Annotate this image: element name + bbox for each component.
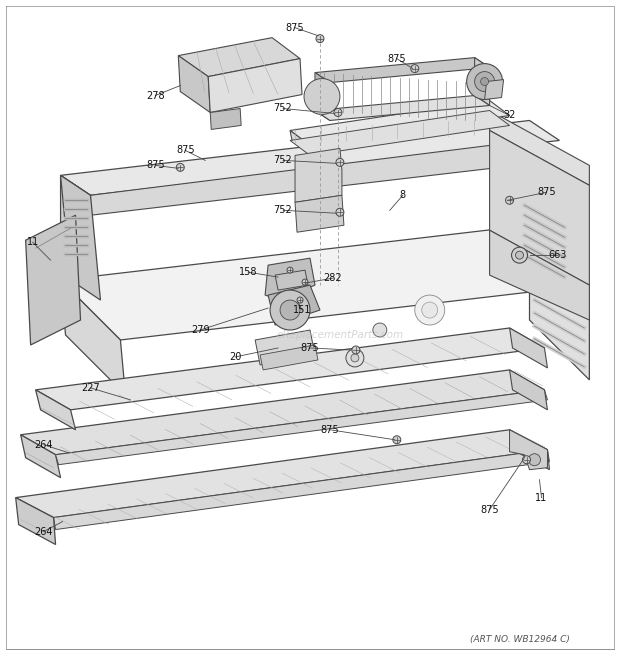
Circle shape [304, 79, 340, 114]
Polygon shape [20, 370, 544, 455]
Circle shape [505, 196, 513, 204]
Text: 875: 875 [301, 343, 319, 353]
Polygon shape [179, 38, 300, 77]
Circle shape [336, 208, 344, 216]
Polygon shape [290, 130, 312, 155]
Polygon shape [275, 270, 308, 290]
Polygon shape [16, 498, 56, 545]
Text: 11: 11 [27, 237, 38, 247]
Polygon shape [61, 175, 91, 275]
Text: 20: 20 [229, 352, 241, 362]
Polygon shape [91, 140, 559, 215]
Polygon shape [295, 149, 342, 202]
Text: 663: 663 [548, 250, 567, 260]
Circle shape [516, 251, 523, 259]
Circle shape [480, 77, 489, 85]
Polygon shape [490, 230, 590, 320]
Text: 279: 279 [191, 325, 210, 335]
Polygon shape [61, 280, 125, 395]
Text: 32: 32 [503, 110, 516, 120]
Circle shape [287, 267, 293, 273]
Circle shape [422, 302, 438, 318]
Polygon shape [260, 345, 318, 370]
Circle shape [346, 349, 364, 367]
Text: 752: 752 [273, 206, 293, 215]
Polygon shape [268, 285, 320, 325]
Circle shape [512, 247, 528, 263]
Text: 282: 282 [324, 273, 342, 283]
Circle shape [176, 163, 184, 171]
Polygon shape [35, 328, 544, 410]
Circle shape [411, 65, 418, 73]
Text: 875: 875 [286, 22, 304, 32]
Text: 875: 875 [321, 425, 339, 435]
Circle shape [475, 71, 495, 91]
Text: eReplacementParts.com: eReplacementParts.com [277, 330, 404, 340]
Text: 151: 151 [293, 305, 311, 315]
Polygon shape [475, 58, 490, 106]
Circle shape [336, 159, 344, 167]
Polygon shape [529, 225, 590, 380]
Circle shape [352, 346, 360, 354]
Polygon shape [315, 58, 490, 83]
Polygon shape [255, 330, 315, 365]
Polygon shape [53, 449, 549, 529]
Polygon shape [295, 195, 344, 232]
Polygon shape [315, 96, 490, 120]
Polygon shape [315, 73, 330, 120]
Text: 8: 8 [400, 190, 406, 200]
Text: 752: 752 [273, 155, 293, 165]
Text: 875: 875 [480, 504, 499, 515]
Text: 158: 158 [239, 267, 257, 277]
Polygon shape [16, 430, 547, 518]
Text: 264: 264 [34, 527, 53, 537]
Circle shape [415, 295, 445, 325]
Text: 264: 264 [34, 440, 53, 449]
Polygon shape [35, 390, 76, 430]
Circle shape [316, 34, 324, 43]
Polygon shape [61, 225, 590, 340]
Circle shape [467, 63, 503, 100]
Circle shape [270, 290, 310, 330]
Polygon shape [510, 328, 547, 368]
Polygon shape [210, 108, 241, 130]
Polygon shape [490, 130, 590, 285]
Text: 278: 278 [146, 91, 165, 100]
Polygon shape [510, 430, 549, 470]
Circle shape [302, 279, 308, 285]
Polygon shape [510, 430, 547, 470]
Text: 875: 875 [146, 161, 165, 171]
Polygon shape [25, 215, 81, 345]
Polygon shape [265, 258, 315, 300]
Text: 875: 875 [388, 54, 406, 63]
Text: 875: 875 [537, 187, 556, 198]
Polygon shape [61, 120, 559, 195]
Text: 875: 875 [176, 145, 195, 155]
Text: 227: 227 [81, 383, 100, 393]
Text: (ART NO. WB12964 C): (ART NO. WB12964 C) [469, 635, 569, 644]
Polygon shape [20, 435, 61, 478]
Polygon shape [290, 110, 510, 155]
Circle shape [297, 297, 303, 303]
Circle shape [523, 455, 531, 464]
Circle shape [373, 323, 387, 337]
Polygon shape [56, 390, 547, 465]
Text: 752: 752 [273, 104, 293, 114]
Circle shape [393, 436, 401, 444]
Circle shape [528, 453, 541, 466]
Polygon shape [208, 59, 302, 112]
Polygon shape [510, 370, 547, 410]
Text: 11: 11 [535, 492, 547, 502]
Circle shape [334, 108, 342, 116]
Polygon shape [485, 79, 503, 100]
Polygon shape [490, 110, 590, 185]
Circle shape [351, 354, 359, 362]
Polygon shape [179, 56, 210, 112]
Circle shape [280, 300, 300, 320]
Polygon shape [290, 100, 510, 145]
Polygon shape [61, 175, 100, 300]
